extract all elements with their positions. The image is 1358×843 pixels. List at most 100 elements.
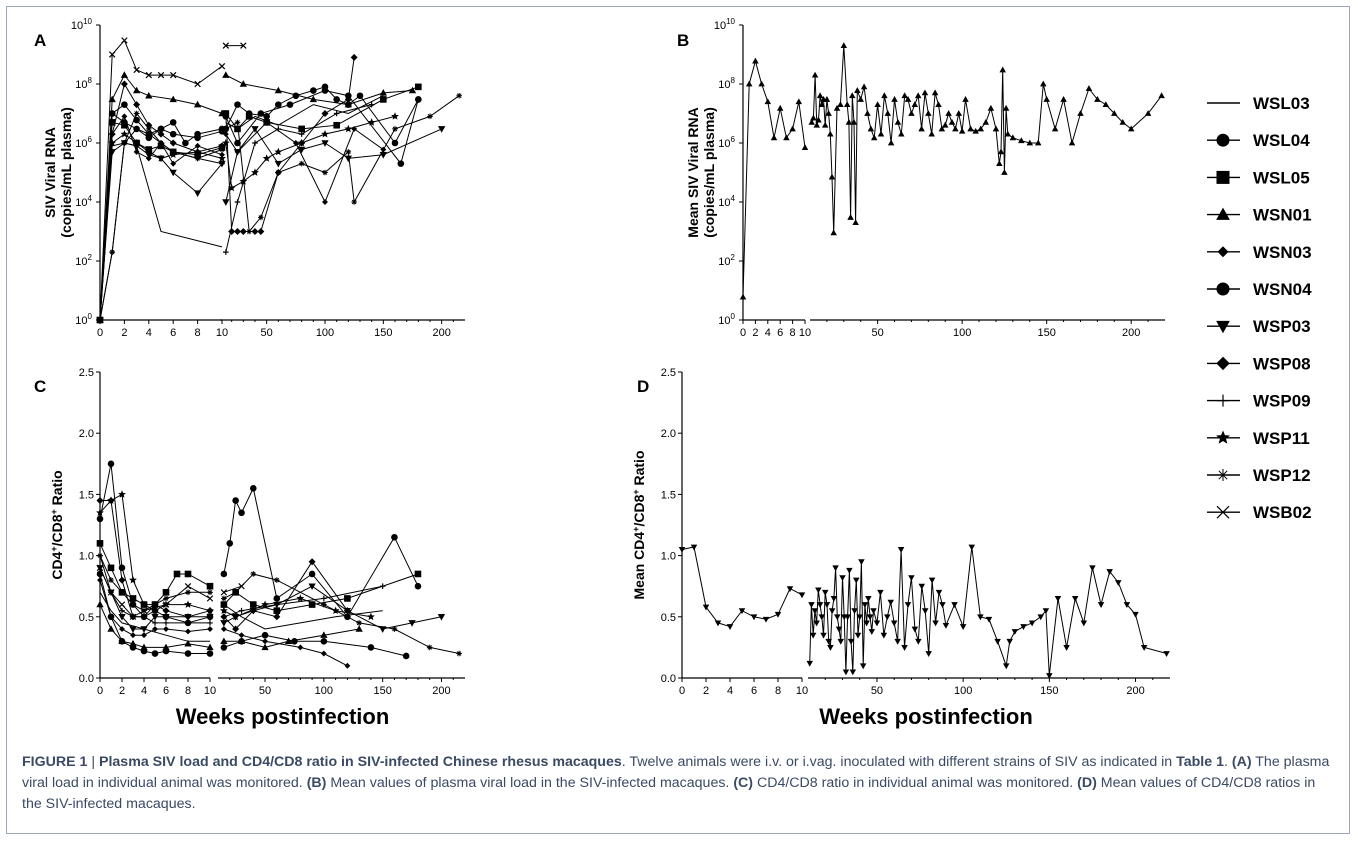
legend-item-wsp08: WSP08 bbox=[1207, 354, 1311, 373]
data-point bbox=[221, 138, 230, 147]
data-point bbox=[808, 118, 815, 125]
series-line bbox=[223, 628, 348, 667]
data-point bbox=[818, 101, 826, 108]
legend: WSL03 WSL04 WSL05 WSN01 WSN03 WSN04 WSP03 WSP08… bbox=[1207, 94, 1312, 522]
data-point bbox=[690, 544, 698, 551]
y-tick-label: 2.0 bbox=[661, 428, 676, 440]
data-point bbox=[1094, 95, 1101, 102]
data-point bbox=[935, 101, 942, 108]
data-point bbox=[298, 146, 306, 154]
data-point bbox=[120, 80, 128, 88]
data-point bbox=[220, 601, 228, 608]
legend-marker bbox=[1216, 320, 1230, 334]
data-point bbox=[118, 490, 126, 498]
data-point bbox=[220, 626, 227, 632]
data-point bbox=[1158, 92, 1165, 99]
series-wsp12 bbox=[97, 92, 462, 323]
data-point bbox=[222, 71, 230, 78]
data-point bbox=[945, 110, 952, 116]
data-point bbox=[356, 92, 364, 100]
data-point bbox=[776, 104, 784, 111]
x-tick-label: 10 bbox=[799, 327, 811, 339]
data-point bbox=[726, 624, 734, 631]
data-point bbox=[758, 80, 765, 87]
x-tick-label: 0 bbox=[679, 685, 685, 697]
caption-text-1a: . Twelve animals were i.v. or i.vag. ino… bbox=[621, 754, 1177, 770]
data-point bbox=[915, 638, 922, 645]
data-point bbox=[884, 614, 891, 621]
data-point bbox=[1144, 110, 1152, 116]
data-point bbox=[108, 51, 116, 58]
data-point bbox=[234, 119, 241, 126]
data-point bbox=[207, 626, 213, 632]
data-point bbox=[391, 112, 399, 120]
data-point bbox=[952, 125, 959, 132]
data-point bbox=[959, 624, 967, 631]
data-point bbox=[977, 125, 984, 132]
data-point bbox=[901, 644, 908, 651]
data-point bbox=[1037, 614, 1044, 621]
data-point bbox=[356, 620, 362, 626]
data-point bbox=[274, 160, 282, 168]
series-wsn04 bbox=[96, 570, 410, 660]
data-point bbox=[194, 134, 201, 142]
data-point bbox=[284, 637, 293, 645]
data-point bbox=[119, 589, 125, 596]
data-point bbox=[261, 643, 269, 651]
data-point bbox=[849, 669, 857, 676]
legend-label: WSB02 bbox=[1253, 503, 1312, 522]
data-point bbox=[96, 515, 104, 523]
data-point bbox=[275, 169, 282, 176]
panel-label: D bbox=[637, 377, 649, 396]
data-point bbox=[227, 183, 236, 192]
data-point bbox=[151, 614, 159, 621]
data-point bbox=[379, 89, 387, 96]
data-point bbox=[120, 71, 129, 78]
caption-figure-label: FIGURE 1 bbox=[22, 754, 88, 770]
data-point bbox=[129, 644, 137, 651]
data-point bbox=[206, 582, 214, 590]
data-point bbox=[828, 173, 836, 180]
caption-table-ref[interactable]: Table 1 bbox=[1176, 754, 1224, 770]
data-point bbox=[193, 100, 202, 108]
data-point bbox=[222, 109, 230, 118]
x-tick-label: 6 bbox=[751, 685, 757, 697]
data-point bbox=[774, 611, 782, 618]
x-tick-label: 4 bbox=[765, 327, 771, 339]
y-tick-label: 104 bbox=[718, 194, 735, 209]
data-point bbox=[146, 126, 152, 132]
data-point bbox=[262, 154, 271, 162]
data-point bbox=[918, 125, 925, 132]
x-tick-label: 8 bbox=[775, 685, 781, 697]
data-point bbox=[932, 620, 939, 627]
data-point bbox=[1123, 602, 1131, 608]
caption-b-text: Mean values of plasma viral load in the … bbox=[326, 775, 734, 791]
x-tick-label: 0 bbox=[97, 685, 103, 697]
data-point bbox=[220, 570, 228, 578]
data-point bbox=[811, 71, 819, 78]
data-point bbox=[108, 138, 117, 147]
data-point bbox=[861, 602, 869, 608]
y-tick-label: 2.5 bbox=[661, 367, 676, 379]
data-point bbox=[859, 663, 867, 670]
data-point bbox=[249, 484, 257, 492]
data-point bbox=[941, 121, 949, 128]
data-point bbox=[887, 139, 895, 146]
y-tick-label: 108 bbox=[75, 76, 92, 91]
data-point bbox=[367, 644, 375, 651]
data-point bbox=[908, 110, 915, 116]
series-line bbox=[225, 95, 460, 233]
legend-item-wsn01: WSN01 bbox=[1207, 206, 1312, 225]
data-point bbox=[169, 169, 177, 177]
data-point bbox=[925, 651, 932, 657]
data-point bbox=[184, 650, 192, 657]
data-point bbox=[801, 144, 809, 150]
data-point bbox=[223, 249, 229, 255]
data-point bbox=[928, 130, 935, 137]
data-point bbox=[1043, 95, 1050, 102]
data-point bbox=[132, 138, 141, 147]
data-point bbox=[320, 650, 327, 657]
data-point bbox=[994, 638, 1001, 645]
data-point bbox=[368, 101, 375, 108]
y-tick-label: 104 bbox=[75, 194, 92, 209]
